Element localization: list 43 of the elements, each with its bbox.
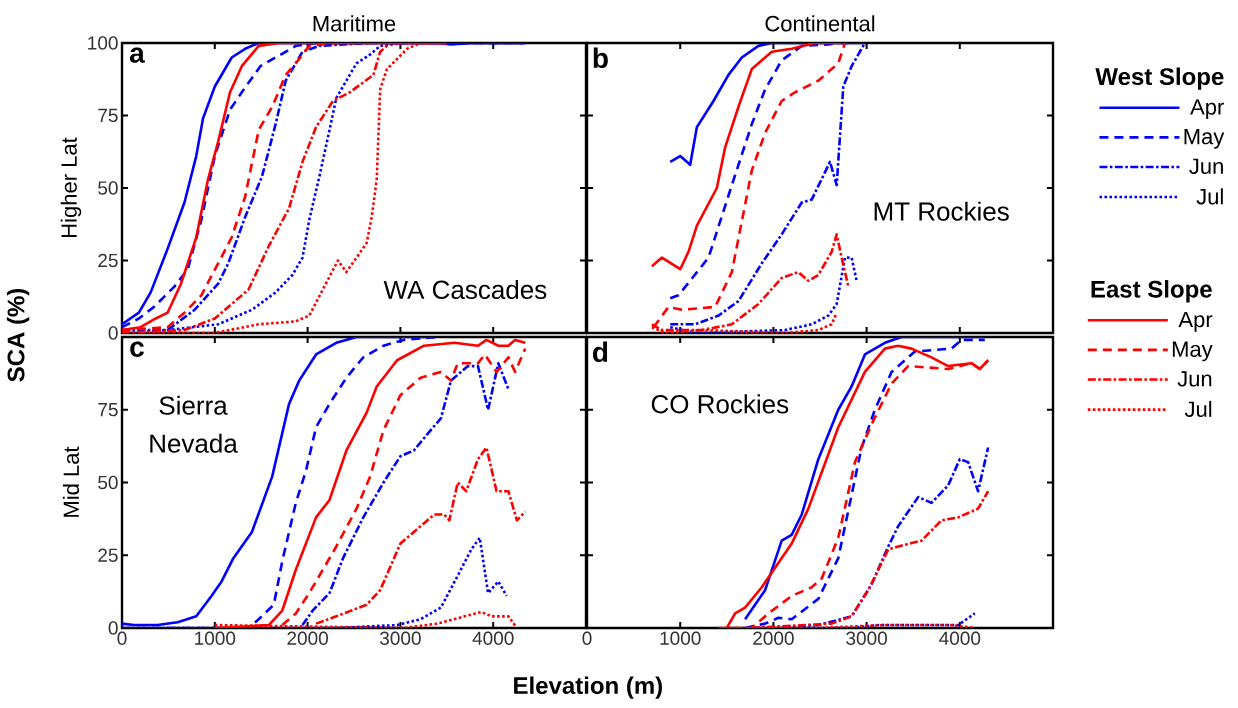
y-tick-label: 75 [98, 403, 118, 417]
legend-label: May [1172, 341, 1213, 362]
x-tick-label: 2000 [753, 631, 794, 645]
legend-label: Apr [1178, 311, 1213, 332]
legend-label: Jul [1184, 400, 1212, 418]
y-axis-title: Mid Lat [62, 446, 80, 517]
annotation: MT Rockies [874, 201, 1009, 221]
legend-label: Jul [1196, 188, 1223, 205]
x-tick-label: 4000 [939, 631, 981, 645]
annotation: Sierra Nevada [150, 395, 238, 453]
y-axis-title: Higher Lat [60, 137, 82, 237]
annotation: WA Cascades [383, 279, 547, 300]
x-tick-label: 0 [117, 631, 127, 645]
annotation: a [129, 47, 145, 63]
x-tick-label: 1000 [660, 631, 701, 645]
legend-title: West Slope [1095, 67, 1224, 90]
annotation: c [130, 341, 144, 357]
x-tick-label: 2000 [287, 631, 328, 645]
legend-label: Apr [1190, 99, 1224, 120]
chart-title: Continental [765, 15, 875, 32]
text: SCA (%) [6, 288, 30, 382]
annotation: CO Rockies [651, 394, 789, 414]
y-tick-label: 0 [108, 326, 118, 340]
y-tick-label: 0 [108, 621, 118, 635]
x-axis-title: Elevation (m) [514, 676, 662, 699]
y-tick-label: 50 [98, 181, 118, 195]
y-tick-label: 50 [98, 475, 118, 490]
x-tick-label: 3000 [846, 631, 887, 645]
annotation: b [593, 47, 608, 69]
x-tick-label: 4000 [472, 631, 514, 645]
y-tick-label: 25 [98, 548, 118, 562]
y-tick-label: 100 [88, 36, 118, 50]
y-tick-label: 25 [98, 253, 118, 268]
x-tick-label: 3000 [380, 631, 421, 645]
legend-label: Jun [1189, 158, 1223, 175]
legend-label: Jun [1177, 371, 1212, 387]
annotation: d [593, 341, 608, 363]
x-tick-label: 1000 [195, 631, 236, 645]
chart-title: Maritime [313, 15, 396, 32]
x-tick-label: 0 [582, 631, 592, 645]
y-tick-label: 75 [98, 108, 118, 123]
legend-label: May [1184, 129, 1225, 149]
legend-title: East Slope [1091, 280, 1212, 303]
